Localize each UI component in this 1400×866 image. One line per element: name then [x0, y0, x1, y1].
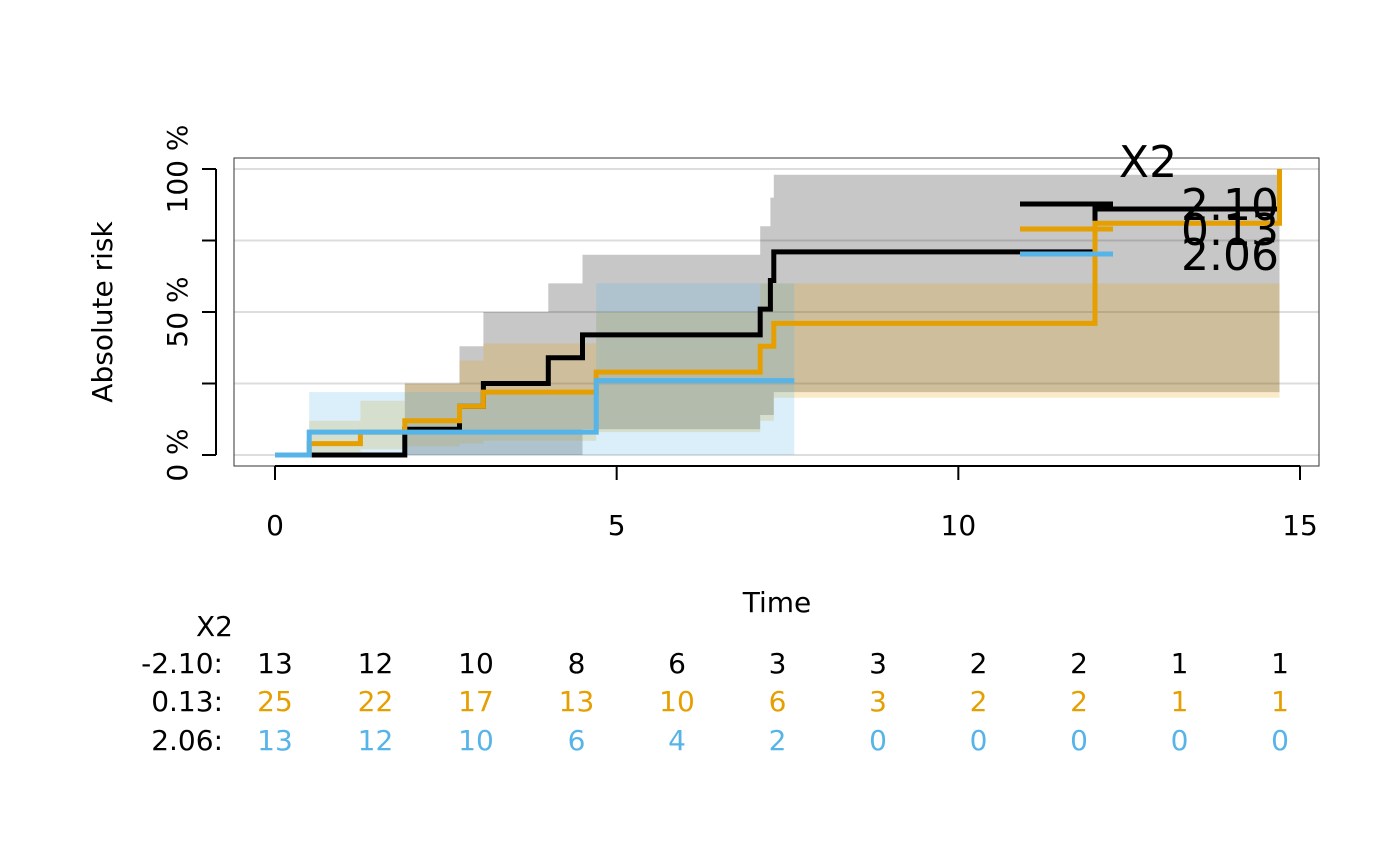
risk-table: X2-2.10: 13 12 10 8 6 3 3 2 2 1 10.13: 25 22 17 13 10 6 3 2…: [141, 610, 1289, 757]
risk-curves: [275, 169, 1282, 458]
risk-cell: 0: [1070, 724, 1088, 757]
risk-cell: 6: [668, 647, 686, 680]
risk-curve: [275, 206, 1280, 458]
risk-row-label: 2.06:: [151, 724, 223, 757]
risk-cell: 12: [358, 647, 394, 680]
risk-cell: 0: [1171, 724, 1189, 757]
risk-cell: 6: [568, 724, 586, 757]
risk-cell: 3: [869, 647, 887, 680]
risk-cell: 10: [458, 724, 494, 757]
risk-cell: 1: [1271, 647, 1289, 680]
risk-cell: 6: [769, 685, 787, 718]
risk-cell: 2: [970, 647, 988, 680]
legend-label: 0.13: [1181, 205, 1279, 256]
risk-cell: 10: [458, 647, 494, 680]
risk-cell: 13: [257, 724, 293, 757]
gridlines: [234, 168, 1319, 456]
legend-title: X2: [1119, 137, 1177, 188]
confidence-band: [275, 283, 795, 455]
risk-row-label: -2.10:: [141, 647, 223, 680]
risk-cell: 10: [659, 685, 695, 718]
risk-cell: 0: [970, 724, 988, 757]
x-tick-label: 15: [1282, 509, 1318, 542]
legend-label: -2.10: [1165, 180, 1279, 231]
x-axis: 0 5 10 15: [266, 465, 1318, 542]
risk-curve: [275, 169, 1282, 458]
confidence-bands: [275, 174, 1280, 455]
risk-cell: 4: [668, 724, 686, 757]
risk-cell: 0: [1271, 724, 1289, 757]
y-tick-label: 100 %: [161, 125, 194, 214]
risk-table-title: X2: [196, 610, 233, 643]
x-tick-label: 5: [608, 509, 626, 542]
risk-cell: 3: [769, 647, 787, 680]
risk-cell: 13: [257, 647, 293, 680]
risk-cell: 2: [1070, 685, 1088, 718]
risk-row-label: 0.13:: [151, 685, 223, 718]
risk-cell: 17: [458, 685, 494, 718]
y-tick-label: 50 %: [161, 276, 194, 347]
x-tick-label: 10: [941, 509, 977, 542]
confidence-band: [275, 283, 1280, 455]
risk-cell: 1: [1271, 685, 1289, 718]
risk-cell: 8: [568, 647, 586, 680]
risk-cell: 1: [1171, 685, 1189, 718]
legend: X2-2.100.132.06: [1020, 137, 1279, 281]
risk-cell: 13: [559, 685, 595, 718]
risk-cell: 3: [869, 685, 887, 718]
risk-cell: 0: [869, 724, 887, 757]
risk-cell: 2: [970, 685, 988, 718]
x-axis-title: Time: [742, 586, 812, 619]
risk-cell: 2: [769, 724, 787, 757]
legend-label: 2.06: [1181, 230, 1279, 281]
x-tick-label: 0: [266, 509, 284, 542]
risk-cell: 25: [257, 685, 293, 718]
risk-cell: 1: [1171, 647, 1189, 680]
risk-curve: [275, 378, 795, 458]
y-axis: 0 % 50 % 100 %: [161, 125, 217, 482]
risk-cell: 22: [358, 685, 394, 718]
y-axis-title: Absolute risk: [86, 221, 119, 403]
risk-cell: 2: [1070, 647, 1088, 680]
y-tick-label: 0 %: [161, 428, 194, 481]
risk-cell: 12: [358, 724, 394, 757]
